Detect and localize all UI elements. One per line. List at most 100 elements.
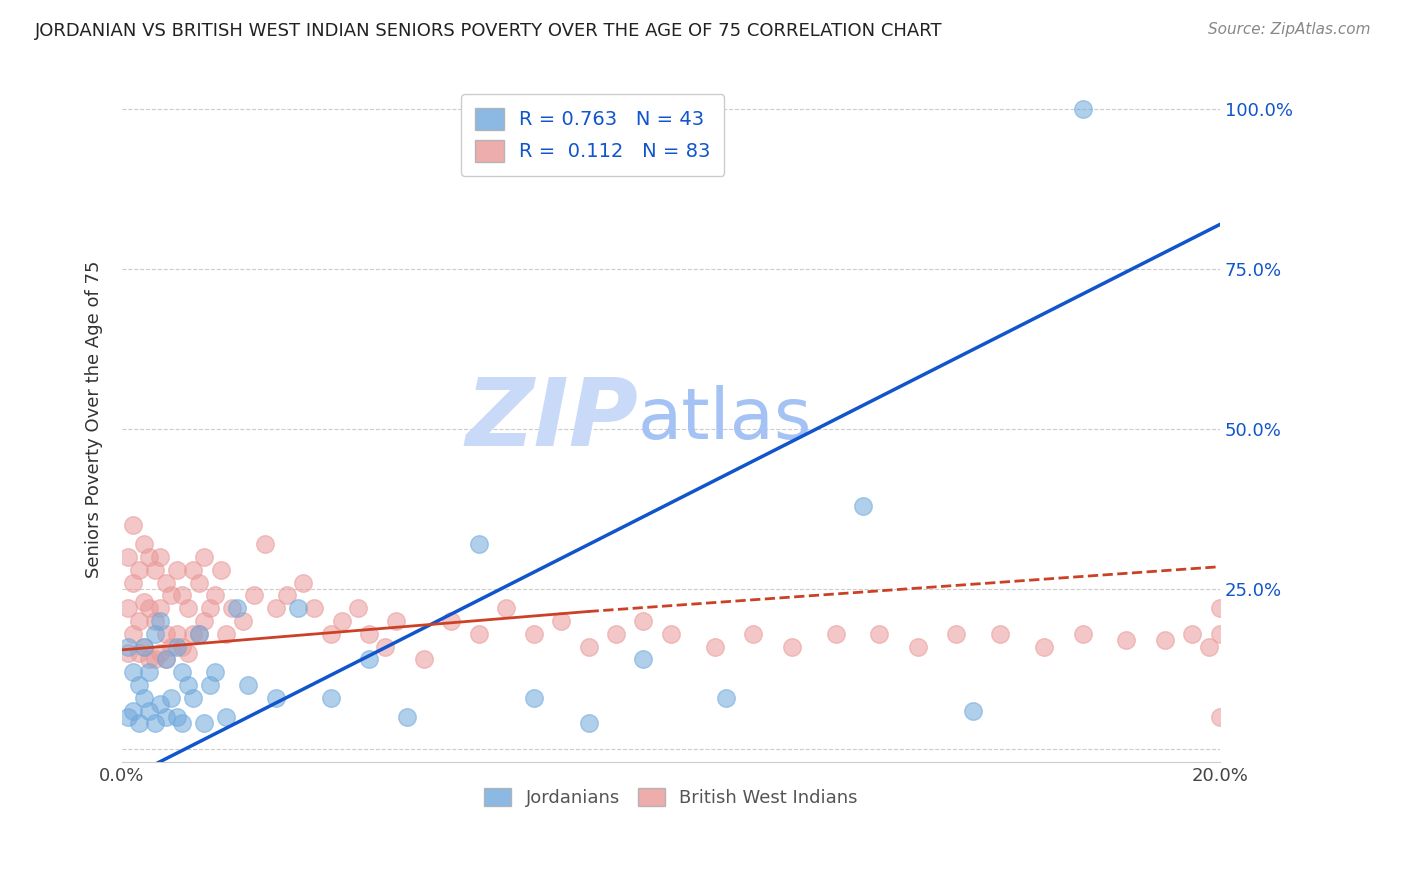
Point xyxy=(988,627,1011,641)
Point xyxy=(264,601,287,615)
Point xyxy=(177,678,200,692)
Text: ZIP: ZIP xyxy=(465,374,638,466)
Point xyxy=(204,589,226,603)
Point xyxy=(215,627,238,641)
Point xyxy=(287,601,309,615)
Point xyxy=(183,627,205,641)
Point xyxy=(1209,627,1232,641)
Point xyxy=(166,627,188,641)
Point xyxy=(149,601,172,615)
Point xyxy=(117,710,139,724)
Point xyxy=(117,550,139,565)
Point xyxy=(128,563,150,577)
Point xyxy=(703,640,725,654)
Point xyxy=(1033,640,1056,654)
Point xyxy=(264,690,287,705)
Point xyxy=(1153,633,1175,648)
Point xyxy=(780,640,803,654)
Point xyxy=(193,550,215,565)
Point xyxy=(122,665,145,680)
Point xyxy=(128,678,150,692)
Point xyxy=(122,575,145,590)
Point xyxy=(209,563,232,577)
Point xyxy=(143,716,166,731)
Point xyxy=(187,627,209,641)
Point xyxy=(1198,640,1220,654)
Point xyxy=(1209,710,1232,724)
Point xyxy=(396,710,419,724)
Point xyxy=(523,690,546,705)
Point xyxy=(1209,601,1232,615)
Point xyxy=(742,627,765,641)
Point xyxy=(232,614,254,628)
Point xyxy=(128,614,150,628)
Point xyxy=(347,601,370,615)
Point xyxy=(166,563,188,577)
Point xyxy=(138,550,160,565)
Point xyxy=(128,716,150,731)
Point xyxy=(550,614,572,628)
Point xyxy=(177,646,200,660)
Point xyxy=(155,652,177,666)
Point xyxy=(605,627,627,641)
Point xyxy=(238,678,260,692)
Point xyxy=(578,716,600,731)
Point xyxy=(172,665,194,680)
Point xyxy=(1115,633,1137,648)
Point xyxy=(357,627,380,641)
Point xyxy=(868,627,890,641)
Point xyxy=(155,652,177,666)
Point xyxy=(132,640,155,654)
Point xyxy=(117,640,139,654)
Point xyxy=(1071,627,1094,641)
Point xyxy=(962,704,984,718)
Point xyxy=(143,614,166,628)
Point xyxy=(253,537,276,551)
Point xyxy=(221,601,243,615)
Point xyxy=(319,690,342,705)
Point xyxy=(160,640,183,654)
Point xyxy=(172,716,194,731)
Point xyxy=(633,652,655,666)
Point xyxy=(187,627,209,641)
Point xyxy=(374,640,396,654)
Point xyxy=(122,704,145,718)
Point xyxy=(149,646,172,660)
Text: Source: ZipAtlas.com: Source: ZipAtlas.com xyxy=(1208,22,1371,37)
Point xyxy=(226,601,249,615)
Point xyxy=(1181,627,1204,641)
Point xyxy=(160,589,183,603)
Point xyxy=(143,627,166,641)
Point xyxy=(824,627,846,641)
Point xyxy=(440,614,463,628)
Point xyxy=(149,697,172,711)
Point xyxy=(128,646,150,660)
Point xyxy=(138,601,160,615)
Point xyxy=(495,601,517,615)
Point xyxy=(633,614,655,628)
Point xyxy=(907,640,929,654)
Point xyxy=(177,601,200,615)
Point xyxy=(385,614,408,628)
Point xyxy=(193,614,215,628)
Text: atlas: atlas xyxy=(638,385,813,454)
Point xyxy=(155,575,177,590)
Point xyxy=(193,716,215,731)
Point xyxy=(155,627,177,641)
Point xyxy=(302,601,325,615)
Point xyxy=(166,640,188,654)
Point xyxy=(132,690,155,705)
Point xyxy=(292,575,315,590)
Point xyxy=(117,601,139,615)
Point xyxy=(122,627,145,641)
Text: JORDANIAN VS BRITISH WEST INDIAN SENIORS POVERTY OVER THE AGE OF 75 CORRELATION : JORDANIAN VS BRITISH WEST INDIAN SENIORS… xyxy=(35,22,943,40)
Point xyxy=(187,575,209,590)
Point xyxy=(138,665,160,680)
Point xyxy=(132,640,155,654)
Point xyxy=(276,589,298,603)
Point xyxy=(198,678,221,692)
Point xyxy=(523,627,546,641)
Point xyxy=(945,627,967,641)
Point xyxy=(138,652,160,666)
Point xyxy=(319,627,342,641)
